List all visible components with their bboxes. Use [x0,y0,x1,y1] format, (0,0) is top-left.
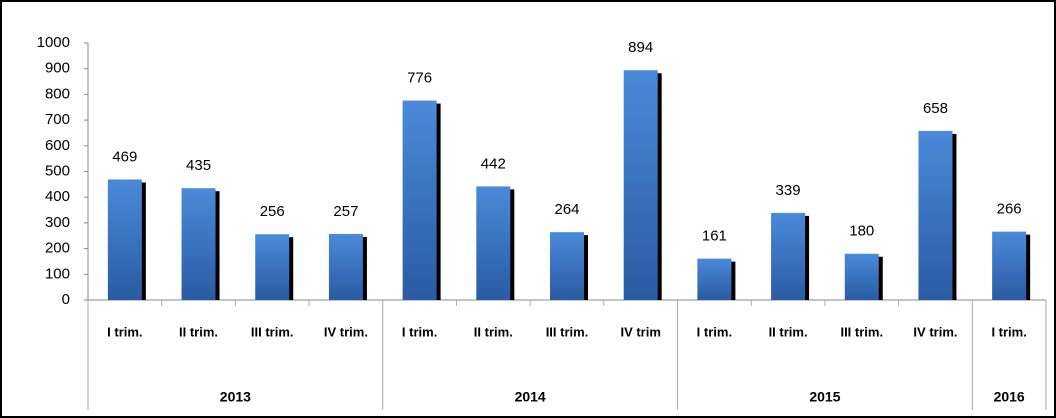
bar [550,232,584,300]
value-label: 264 [554,201,579,218]
y-tick-label: 400 [45,188,70,205]
value-label: 442 [481,155,506,172]
bar [844,253,879,300]
y-tick-label: 800 [45,85,70,102]
x-tick-label: III trim. [546,324,589,339]
x-tick-label: I trim. [402,324,437,339]
x-tick-label: II trim. [179,324,218,339]
bar [697,258,732,300]
group-label: 2014 [515,389,546,405]
group-label: 2013 [220,389,251,405]
bar [107,179,142,300]
bar [771,212,806,300]
y-tick-label: 900 [45,60,70,77]
value-label: 339 [776,182,801,199]
bar [918,130,953,300]
x-tick-label: IV trim. [913,324,957,339]
group-label: 2015 [809,389,840,405]
bar [476,186,511,300]
value-label: 257 [333,203,358,220]
x-tick-label: III trim. [251,324,294,339]
y-tick-label: 200 [45,240,70,257]
y-tick-label: 0 [62,291,70,308]
value-label: 161 [702,228,727,245]
x-tick-label: II trim. [474,324,513,339]
bar [181,188,216,300]
value-label: 894 [628,39,653,56]
x-tick-label: IV trim [620,324,660,339]
y-tick-label: 500 [45,162,70,179]
y-tick-label: 100 [45,265,70,282]
value-label: 658 [923,100,948,117]
bar [328,233,363,300]
value-label: 469 [112,148,137,165]
y-tick-label: 600 [45,137,70,154]
y-tick-label: 700 [45,111,70,128]
x-tick-label: I trim. [107,324,142,339]
value-label: 180 [849,223,874,240]
bar [992,231,1027,300]
x-tick-label: II trim. [769,324,808,339]
value-label: 266 [997,201,1022,218]
group-label: 2016 [994,389,1025,405]
x-tick-label: I trim. [697,324,732,339]
value-label: 256 [260,203,285,220]
x-tick-label: I trim. [991,324,1026,339]
value-label: 776 [407,70,432,87]
x-tick-label: III trim. [840,324,883,339]
y-tick-label: 300 [45,214,70,231]
y-tick-label: 1000 [37,34,70,51]
bar [402,100,437,301]
value-label: 435 [186,157,211,174]
bar [623,70,658,300]
x-tick-label: IV trim. [324,324,368,339]
bar [255,234,290,300]
